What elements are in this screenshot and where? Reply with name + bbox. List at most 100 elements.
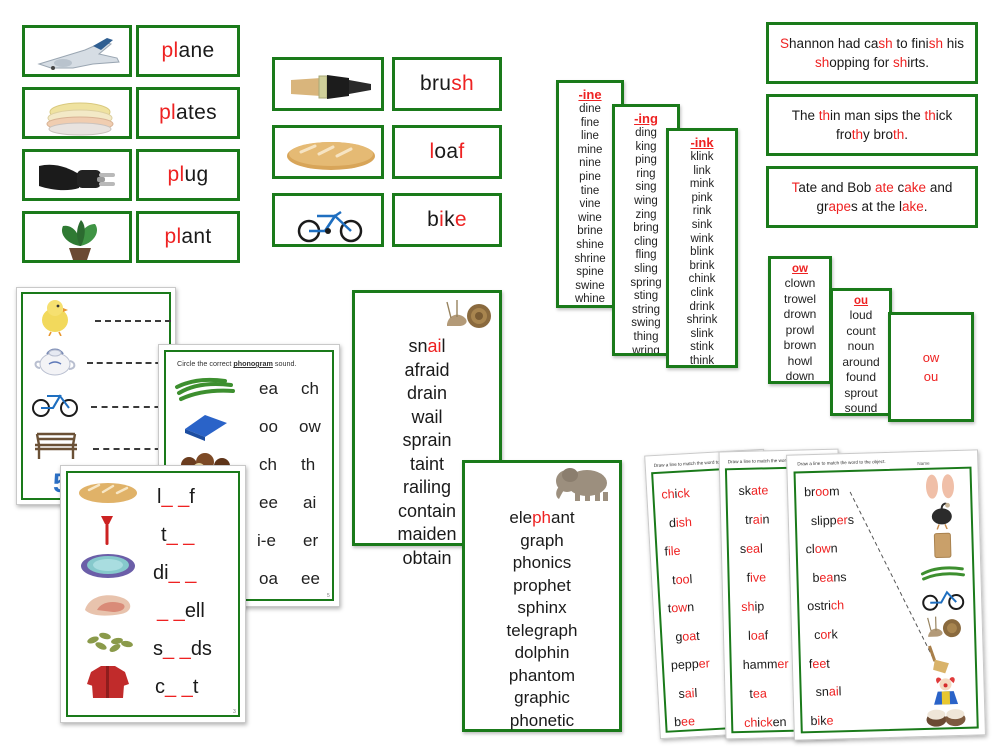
phonogram-option-a[interactable]: oa [259, 569, 278, 588]
word-card-brush[interactable]: brush [392, 57, 502, 111]
word-list-card-ph[interactable]: elephant graph phonics prophet sphinx telegr… [462, 460, 622, 732]
shell-photo [81, 590, 137, 618]
match-word[interactable]: bee [674, 714, 696, 729]
word-family-card-ink[interactable]: -ink klink link mink pink rink sink wink blink b… [666, 128, 738, 368]
word-list-card-ou[interactable]: ou loudcountnounaroundfoundsproutsoundfo… [830, 288, 892, 416]
bread-loaf-photo [77, 480, 139, 506]
blanks-worksheet[interactable]: l_ _f t_ _ di_ _ _ _ell s_ _ds c_ _t 3 [60, 465, 246, 723]
word-card-plant[interactable]: plant [136, 211, 240, 263]
blank-row[interactable]: s_ _ds [153, 638, 212, 660]
match-word[interactable]: clown [806, 542, 838, 557]
list-item: found [845, 370, 877, 384]
word-suffix-black: ane [178, 39, 215, 62]
match-word[interactable]: skate [738, 483, 768, 498]
name-field-label[interactable]: Name [917, 460, 930, 467]
list-item: stink [690, 341, 714, 354]
list-item: obtain [402, 547, 452, 568]
match-word[interactable]: snail [815, 684, 841, 699]
match-word[interactable]: chicken [744, 715, 787, 730]
phonogram-option-a[interactable]: ee [259, 493, 278, 512]
phonogram-highlight: er [836, 512, 848, 527]
snail-photo [924, 613, 967, 640]
match-word[interactable]: bike [810, 713, 833, 728]
sentence-strip-ace[interactable]: Tate and Bob ate cake and grapes at the … [766, 166, 978, 228]
word-card-label: plug [168, 163, 209, 187]
match-word[interactable]: five [746, 570, 766, 584]
picture-card-plant[interactable] [22, 211, 132, 263]
list-item: drink [689, 300, 715, 313]
word-family-card-ine[interactable]: -ine dine fine line mine nine pine tine vine win… [556, 80, 624, 308]
phonogram-option-a[interactable]: i-e [257, 531, 276, 550]
match-word[interactable]: file [664, 544, 681, 559]
word-card-loaf[interactable]: loaf [392, 125, 502, 179]
match-worksheet-3[interactable]: Draw a line to match the word to the obj… [786, 449, 986, 741]
match-word[interactable]: goat [675, 628, 700, 643]
phonogram-option-b[interactable]: th [301, 455, 316, 474]
match-word[interactable]: broom [804, 484, 840, 499]
list-item: count [846, 323, 876, 338]
match-word[interactable]: pepper [671, 656, 711, 672]
picture-card-plug[interactable] [22, 149, 132, 201]
word-card-label: loaf [429, 140, 464, 164]
match-word[interactable]: slippers [811, 512, 854, 527]
match-word[interactable]: seal [740, 541, 763, 556]
sentence-segment: hannon had ca [789, 36, 879, 51]
list-item: line [581, 130, 599, 143]
list-item: string [631, 303, 661, 316]
blank-row[interactable]: _ _ell [157, 600, 205, 622]
match-word[interactable]: sail [678, 685, 698, 700]
picture-card-bike[interactable] [272, 193, 384, 247]
match-word[interactable]: hammer [743, 657, 789, 672]
match-word[interactable]: cork [814, 627, 838, 642]
phonogram-option-b[interactable]: ai [303, 493, 317, 512]
phonogram-option-a[interactable]: ea [259, 379, 278, 398]
picture-card-plates[interactable] [22, 87, 132, 139]
phonogram-option-a[interactable]: oo [259, 417, 278, 436]
match-word[interactable]: train [745, 512, 770, 527]
phonogram-highlight: sh [928, 36, 943, 51]
list-item: cling [634, 235, 658, 248]
sentence-segment: to fini [892, 36, 929, 51]
phonogram-option-b[interactable]: ow [299, 417, 321, 436]
match-word[interactable]: dish [669, 515, 693, 530]
match-word[interactable]: chick [661, 486, 690, 502]
blank-row[interactable]: c_ _t [155, 676, 199, 698]
sentence-segment: irts. [907, 55, 930, 70]
word-list-card-ow[interactable]: ow clowntroweldrownprowlbrownhowldowntow… [768, 256, 832, 384]
picture-card-plane[interactable] [22, 25, 132, 77]
word-card-label: brush [420, 72, 474, 96]
picture-card-loaf[interactable] [272, 125, 384, 179]
word-card-plane[interactable]: plane [136, 25, 240, 77]
blank-row[interactable]: di_ _ [153, 562, 197, 584]
phonogram-highlight: er [777, 656, 789, 672]
word-suffix-black: ug [184, 163, 209, 186]
sentence-segment: ick fro [835, 108, 953, 142]
sentence-strip-sh[interactable]: Shannon had cash to finish his shopping … [766, 22, 978, 84]
blank-row[interactable]: l_ _f [157, 486, 195, 508]
list-item: brown [783, 338, 817, 352]
match-word[interactable]: beans [812, 570, 846, 585]
word-segment: l [838, 684, 842, 699]
phonogram-key-card-ow-ou[interactable]: ow ou [888, 312, 974, 422]
word-segment: f [764, 628, 769, 643]
picture-card-brush[interactable] [272, 57, 384, 111]
sentence-strip-th[interactable]: The thin man sips the thick frothy broth… [766, 94, 978, 156]
word-card-plates[interactable]: plates [136, 87, 240, 139]
match-word[interactable]: feet [809, 656, 830, 671]
match-word[interactable]: tea [749, 686, 767, 700]
blank-row[interactable]: t_ _ [161, 524, 195, 546]
phonogram-option-a[interactable]: ch [259, 455, 277, 474]
match-word[interactable]: town [667, 600, 694, 615]
phonogram-option-b[interactable]: er [303, 531, 319, 550]
phonogram-option-b[interactable]: ee [301, 569, 320, 588]
list-item: graph [520, 530, 564, 550]
list-item: sink [691, 218, 713, 231]
match-word[interactable]: tool [672, 572, 693, 587]
word-card-plug[interactable]: plug [136, 149, 240, 201]
match-word[interactable]: loaf [748, 628, 769, 642]
match-word[interactable]: ostrich [807, 599, 844, 614]
list-item: link [693, 164, 711, 177]
match-word[interactable]: ship [741, 599, 764, 614]
phonogram-option-b[interactable]: ch [301, 379, 319, 398]
word-card-bike[interactable]: bike [392, 193, 502, 247]
